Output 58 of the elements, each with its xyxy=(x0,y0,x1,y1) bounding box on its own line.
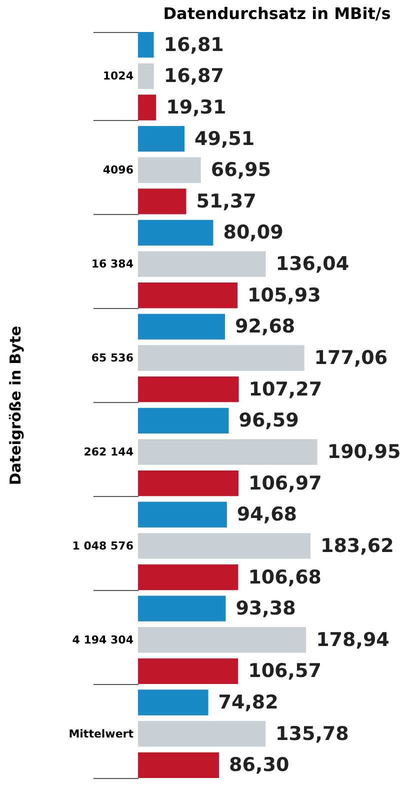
data-label: 93,38 xyxy=(236,598,296,620)
data-label: 51,37 xyxy=(196,190,256,212)
data-label: 16,81 xyxy=(164,34,224,56)
data-label: 74,82 xyxy=(218,692,278,714)
y-axis-title: Dateigröße in Byte xyxy=(6,326,25,486)
data-label: 177,06 xyxy=(314,347,388,370)
bar xyxy=(138,251,266,277)
data-label: 106,57 xyxy=(248,660,322,682)
bar xyxy=(138,502,227,528)
y-tick-label: 1 048 576 xyxy=(72,539,134,552)
y-tick-label: 4 194 304 xyxy=(72,633,134,646)
data-label: 80,09 xyxy=(223,222,284,244)
bar xyxy=(138,188,186,214)
data-label: 107,27 xyxy=(248,378,322,400)
data-label: 136,04 xyxy=(276,253,350,276)
data-label: 178,94 xyxy=(316,628,390,651)
y-tick-label: 16 384 xyxy=(91,258,134,271)
data-label: 135,78 xyxy=(276,722,349,745)
bar xyxy=(138,470,238,496)
bar xyxy=(138,564,238,590)
data-label: 106,68 xyxy=(248,566,322,588)
y-tick-label: 65 536 xyxy=(91,352,134,365)
bar xyxy=(138,627,306,653)
bar xyxy=(138,596,226,622)
data-label: 66,95 xyxy=(210,159,271,182)
bar xyxy=(138,721,266,747)
bar xyxy=(138,126,185,152)
y-tick-label: 4096 xyxy=(102,164,134,177)
data-label: 190,95 xyxy=(327,440,401,463)
bar xyxy=(138,752,220,778)
bar xyxy=(138,408,229,434)
data-label: 183,62 xyxy=(320,534,394,557)
data-label: 16,87 xyxy=(164,65,224,88)
chart-title: Datendurchsatz in MBit/s xyxy=(163,4,391,23)
data-label: 96,59 xyxy=(238,410,299,432)
y-tick-label: 262 144 xyxy=(84,445,134,458)
bar xyxy=(138,157,201,183)
data-label: 105,93 xyxy=(248,284,321,306)
bar xyxy=(138,63,154,89)
data-label: 94,68 xyxy=(236,504,298,526)
bar xyxy=(138,32,154,58)
bar xyxy=(138,690,208,716)
y-tick-label: 1024 xyxy=(102,70,134,83)
bar xyxy=(138,314,226,340)
bar xyxy=(138,439,318,465)
data-label: 49,51 xyxy=(194,128,255,150)
bar xyxy=(138,220,214,246)
bar xyxy=(138,658,238,684)
y-tick-label: Mittelwert xyxy=(68,727,134,740)
data-label: 19,31 xyxy=(166,96,226,118)
bar xyxy=(138,282,238,308)
bar xyxy=(138,376,239,402)
bar xyxy=(138,533,310,559)
bar xyxy=(138,94,156,120)
data-label: 86,30 xyxy=(229,754,290,776)
data-label: 92,68 xyxy=(235,316,296,338)
bar xyxy=(138,345,304,371)
data-label: 106,97 xyxy=(248,472,322,494)
